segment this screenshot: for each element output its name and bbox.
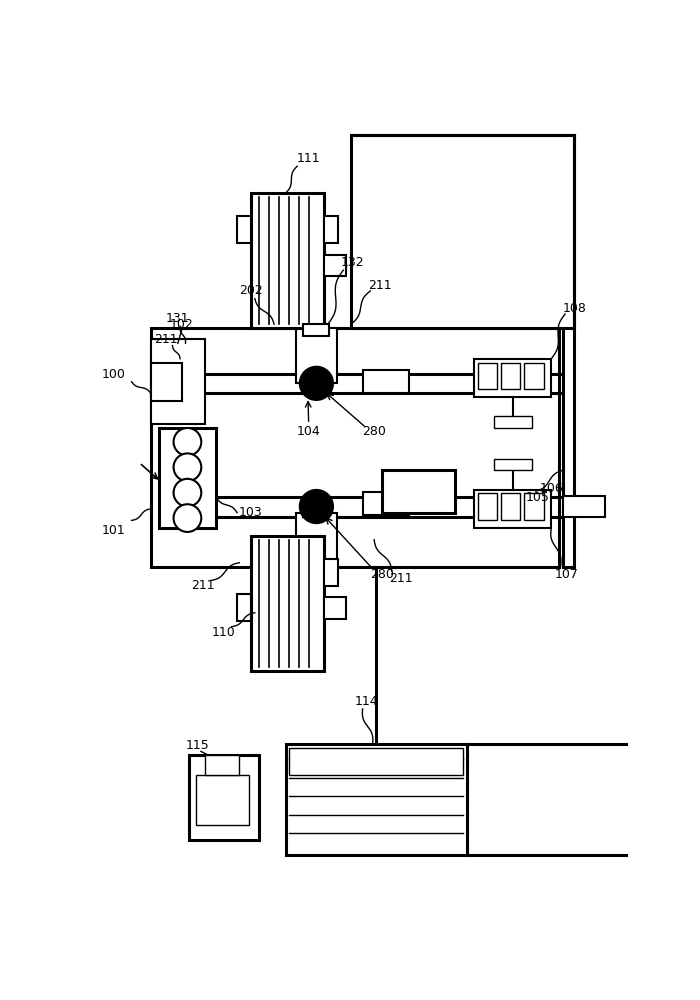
Bar — [251, 193, 324, 328]
Text: 105: 105 — [526, 491, 550, 504]
Text: 211: 211 — [389, 572, 413, 585]
Text: 211: 211 — [155, 333, 178, 346]
Bar — [151, 363, 182, 401]
Bar — [237, 594, 251, 620]
Bar — [475, 359, 552, 397]
Bar — [563, 328, 574, 567]
Bar — [478, 493, 497, 520]
Text: 110: 110 — [212, 626, 236, 639]
Circle shape — [174, 453, 202, 481]
Text: 104: 104 — [297, 425, 321, 438]
Text: 103: 103 — [239, 506, 262, 519]
Bar — [303, 505, 330, 517]
Text: 280: 280 — [362, 425, 386, 438]
Bar — [295, 328, 337, 383]
Bar — [324, 597, 346, 619]
Bar — [204, 755, 239, 774]
Bar — [494, 459, 532, 470]
Bar — [501, 363, 521, 389]
Bar — [501, 493, 521, 520]
Bar — [524, 493, 543, 520]
Text: 211: 211 — [191, 579, 215, 592]
Text: 114: 114 — [355, 695, 378, 708]
Bar — [251, 536, 324, 671]
Bar — [303, 324, 330, 336]
Bar — [324, 559, 338, 586]
Bar — [563, 496, 605, 517]
Circle shape — [300, 366, 333, 400]
Circle shape — [174, 479, 202, 507]
Text: 131: 131 — [166, 312, 190, 325]
Text: 101: 101 — [102, 524, 126, 537]
Text: 202: 202 — [239, 284, 262, 297]
Bar — [290, 748, 463, 775]
Bar — [151, 328, 559, 567]
Bar — [524, 363, 543, 389]
Bar — [478, 363, 497, 389]
Text: 107: 107 — [554, 568, 579, 581]
Bar — [466, 744, 644, 855]
Circle shape — [174, 504, 202, 532]
Text: 111: 111 — [297, 152, 321, 165]
Text: 132: 132 — [341, 256, 365, 269]
Text: 115: 115 — [186, 739, 209, 752]
Text: 211: 211 — [368, 279, 392, 292]
Bar — [151, 339, 204, 424]
Text: 280: 280 — [370, 568, 394, 581]
Bar — [363, 492, 409, 515]
Text: 108: 108 — [562, 302, 587, 315]
Bar — [295, 513, 337, 574]
Bar — [286, 744, 467, 855]
Text: 106: 106 — [540, 482, 563, 495]
Bar — [324, 255, 346, 276]
Bar — [494, 416, 532, 428]
Circle shape — [300, 490, 333, 523]
Text: 102: 102 — [170, 318, 193, 331]
Bar — [363, 370, 409, 393]
Text: 100: 100 — [102, 368, 126, 381]
Bar — [189, 755, 259, 840]
Circle shape — [174, 428, 202, 456]
Bar — [195, 774, 249, 825]
Bar — [237, 216, 251, 243]
Bar — [351, 135, 574, 328]
Bar — [475, 490, 552, 528]
Bar — [158, 428, 216, 528]
Bar — [382, 470, 455, 513]
Bar — [324, 216, 338, 243]
